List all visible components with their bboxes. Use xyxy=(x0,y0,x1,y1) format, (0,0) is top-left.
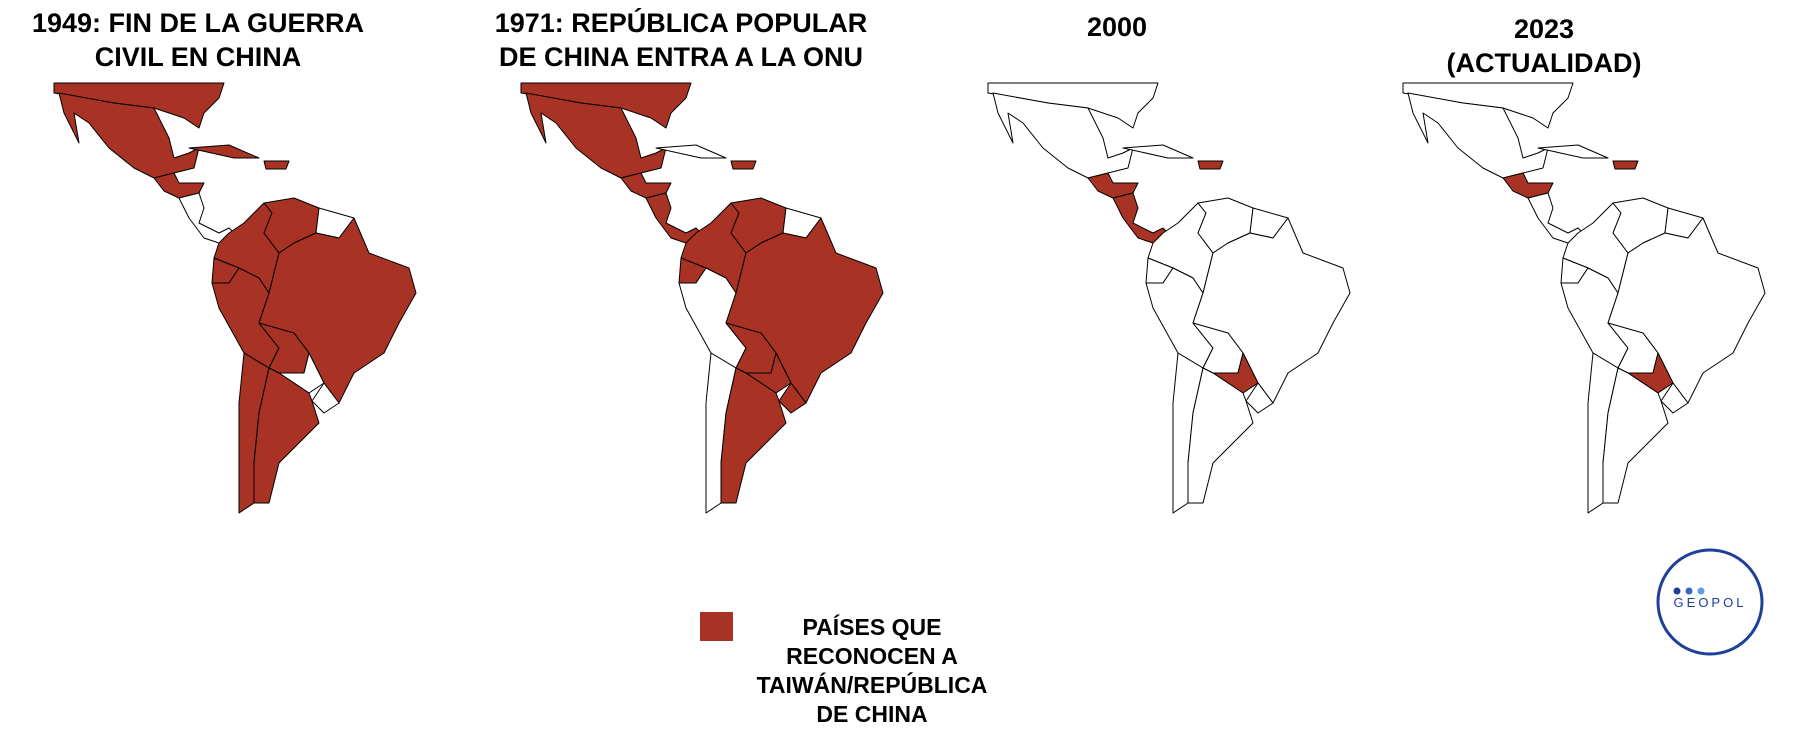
panel-title: (ACTUALIDAD) xyxy=(1447,48,1642,78)
logo-text: GEOPOL xyxy=(1674,595,1747,610)
panel-title: 1949: FIN DE LA GUERRA xyxy=(32,8,364,38)
country xyxy=(1527,192,1584,244)
logo-circle xyxy=(1656,548,1764,656)
legend-text: PAÍSES QUE xyxy=(803,613,942,640)
logo-dot xyxy=(1697,587,1705,595)
legend-text: TAIWÁN/REPÚBLICA xyxy=(757,671,988,698)
country xyxy=(153,172,205,199)
map xyxy=(1402,82,1766,514)
country xyxy=(253,367,320,504)
logo-dot xyxy=(1673,587,1681,595)
country xyxy=(1602,367,1669,504)
panel-title: 1971: REPÚBLICA POPULAR xyxy=(495,7,868,38)
country xyxy=(1197,160,1224,170)
panel-title: 2023 xyxy=(1514,14,1574,44)
country xyxy=(311,382,340,414)
country xyxy=(188,144,260,159)
country xyxy=(263,160,290,170)
country xyxy=(1187,367,1254,504)
map xyxy=(520,82,884,514)
country xyxy=(1502,172,1554,199)
maps xyxy=(53,82,1766,514)
logo-dot xyxy=(1685,587,1693,595)
country xyxy=(1245,382,1274,414)
legend-text: DE CHINA xyxy=(816,701,927,727)
country xyxy=(720,367,787,504)
legend-swatch xyxy=(700,612,733,641)
titles: 1949: FIN DE LA GUERRA CIVIL EN CHINA 1971… xyxy=(32,7,1642,78)
panel-title: 2000 xyxy=(1087,12,1147,42)
country xyxy=(178,192,235,244)
legend-text: RECONOCEN A xyxy=(786,643,958,669)
panel-title: DE CHINA ENTRA A LA ONU xyxy=(499,42,863,72)
map xyxy=(53,82,417,514)
country xyxy=(1122,144,1194,159)
country xyxy=(1087,172,1139,199)
country xyxy=(620,172,672,199)
country xyxy=(1537,144,1609,159)
country xyxy=(655,144,727,159)
logo: GEOPOL xyxy=(1656,548,1764,656)
country xyxy=(1612,160,1639,170)
country xyxy=(778,382,807,414)
country xyxy=(645,192,702,244)
country xyxy=(1660,382,1689,414)
map xyxy=(987,82,1351,514)
country xyxy=(730,160,757,170)
country xyxy=(1112,192,1169,244)
panel-title: CIVIL EN CHINA xyxy=(95,42,302,72)
